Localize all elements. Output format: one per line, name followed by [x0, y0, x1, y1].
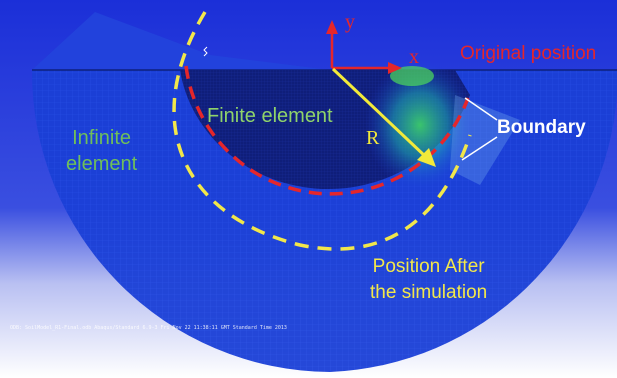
x-axis-label: x: [409, 46, 419, 68]
boundary-pointer-2: [461, 136, 498, 161]
boundary-patch: [450, 95, 520, 185]
x-axis-arrowhead: [388, 62, 402, 74]
finite-element-label: Finite element: [207, 105, 333, 127]
boundary-label: Boundary: [497, 117, 586, 138]
deformed-surface-hill: [32, 12, 330, 70]
mesh-artifact-mark: [203, 46, 208, 57]
simulated-boundary-dashed: [172, 11, 472, 251]
y-axis-label: y: [345, 11, 355, 33]
stress-zone: [365, 60, 475, 190]
original-boundary-dashed: [184, 65, 470, 196]
stress-zone-top: [390, 66, 434, 86]
boundary-pointer-1: [464, 97, 498, 121]
y-axis-arrowhead: [326, 20, 338, 34]
after-simulation-label: Position After the simulation: [370, 256, 488, 303]
radius-arrow-line: [331, 67, 428, 159]
infinite-element-label: Infinite element: [66, 127, 138, 175]
radius-label: R: [366, 127, 380, 149]
radius-arrowhead: [417, 148, 436, 167]
software-footer-text: ODB: SoilModel_R1-Final.odb Abaqus/Stand…: [10, 325, 287, 331]
original-position-label: Original position: [460, 43, 597, 64]
